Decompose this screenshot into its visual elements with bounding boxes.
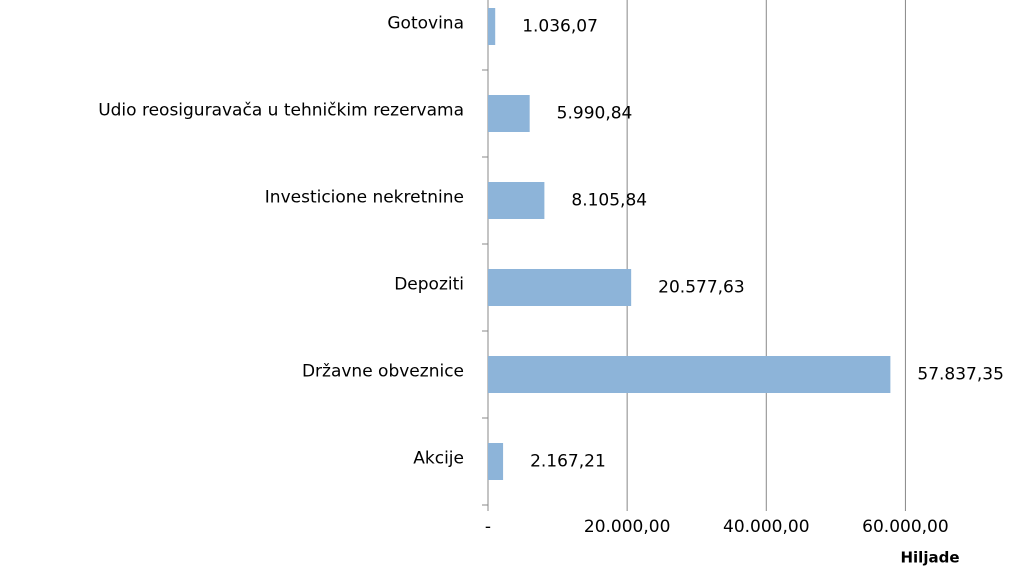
y-tick-label: Udio reosiguravača u tehničkim rezervama [98, 101, 464, 121]
x-tick-label: 60.000,00 [862, 517, 949, 537]
value-label: 1.036,07 [522, 17, 598, 37]
bar [488, 356, 891, 393]
x-tick-label: 40.000,00 [723, 517, 810, 537]
value-label: 8.105,84 [571, 191, 647, 211]
bar [488, 95, 530, 132]
bar [488, 443, 504, 480]
x-tick-label: 20.000,00 [584, 517, 671, 537]
bar [488, 269, 632, 306]
x-axis-label: Hiljade [900, 549, 959, 567]
y-tick-label: Državne obveznice [302, 362, 464, 382]
y-tick-label: Depoziti [394, 275, 464, 295]
value-label: 57.837,35 [917, 365, 1004, 385]
y-tick-label: Akcije [413, 449, 464, 469]
bar [488, 8, 496, 45]
x-tick-label: - [485, 517, 491, 537]
bar [488, 182, 545, 219]
y-tick-label: Gotovina [387, 14, 464, 34]
value-label: 2.167,21 [530, 452, 606, 472]
value-label: 20.577,63 [658, 278, 745, 298]
y-tick-label: Investicione nekretnine [265, 188, 464, 208]
value-label: 5.990,84 [557, 104, 633, 124]
